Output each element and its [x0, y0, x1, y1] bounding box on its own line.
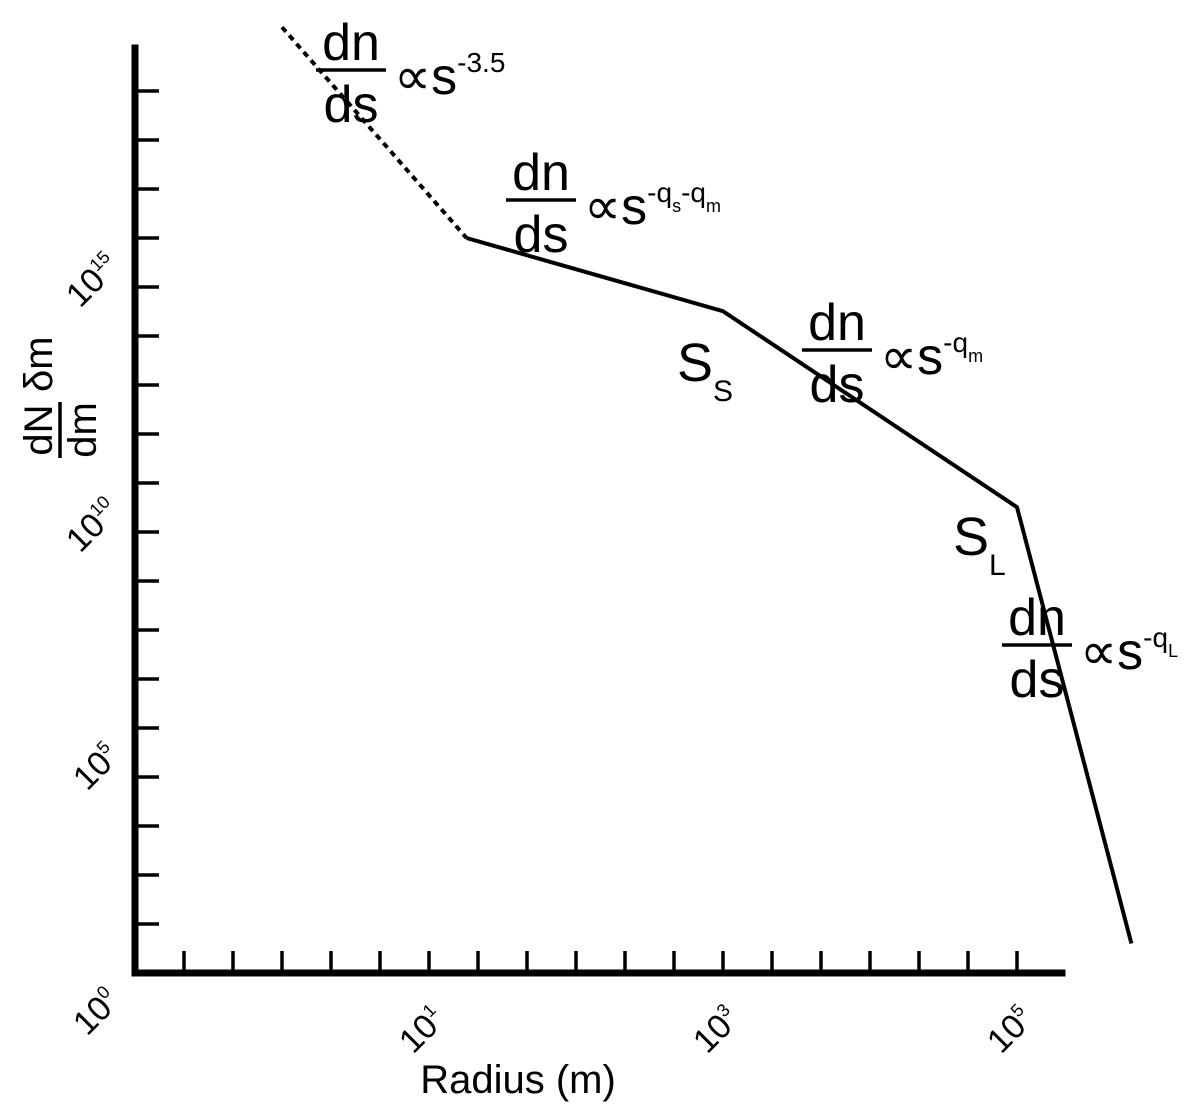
y-axis-label: dN dm δm [17, 336, 105, 458]
series-dashed-line [280, 25, 469, 240]
annotation-numerator: dn [1008, 589, 1066, 647]
annotation-denominator: ds [810, 356, 865, 414]
annotation-relation: ∝s-3.5 [394, 47, 505, 106]
x-axis-label: Radius (m) [420, 1058, 616, 1102]
annotation-relation: ∝s-qL [1080, 622, 1178, 681]
y-tick-label: 1010 [59, 492, 127, 560]
x-ticks: 101 103 105 [182, 951, 1041, 1061]
y-axis-label-factor: δm [17, 336, 61, 392]
annotation-numerator: dn [322, 14, 380, 72]
y-tick-label-text: 1015 [59, 247, 127, 315]
annotation-numerator: dn [512, 144, 570, 202]
y-tick-label-text: 100 [66, 982, 127, 1043]
y-tick-label-text: 1010 [59, 492, 127, 560]
axes [131, 44, 1066, 977]
series-solid-line [465, 236, 1134, 945]
breakpoint-label-s: SS [677, 333, 733, 408]
annotation-denominator: ds [324, 76, 379, 134]
annotation-denominator: ds [514, 206, 569, 264]
series-group [280, 25, 1134, 945]
annotation-relation: ∝s-qm [880, 327, 983, 386]
x-tick-label: 101 [392, 1000, 453, 1061]
breakpoint-labels: SS SL [677, 333, 1006, 582]
y-ticks: 100 105 1010 1015 [59, 89, 159, 1043]
y-tick-label: 105 [66, 737, 127, 798]
x-tick-label-text: 101 [392, 1000, 453, 1061]
y-tick-label: 100 [66, 982, 127, 1043]
y-axis-label-denominator: dm [61, 402, 105, 458]
y-tick-label: 1015 [59, 247, 127, 315]
breakpoint-label-l: SL [953, 507, 1006, 582]
x-tick-label: 105 [980, 1000, 1041, 1061]
y-tick-label-text: 105 [66, 737, 127, 798]
x-tick-label-text: 105 [980, 1000, 1041, 1061]
y-axis-label-numerator: dN [17, 404, 61, 455]
annotation-relation: ∝s-qs-qm [584, 177, 721, 236]
x-tick-label: 103 [686, 1000, 747, 1061]
annotation-numerator: dn [808, 294, 866, 352]
x-tick-label-text: 103 [686, 1000, 747, 1061]
annotation-denominator: ds [1010, 651, 1065, 709]
